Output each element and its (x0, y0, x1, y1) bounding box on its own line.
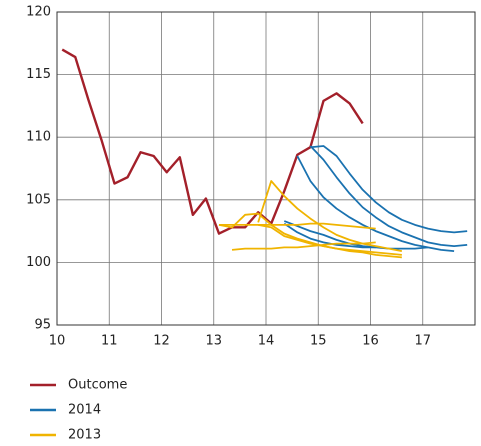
legend-label: Outcome (68, 378, 127, 393)
series-line (296, 155, 455, 253)
x-tick-label: 17 (414, 334, 431, 349)
x-tick-label: 11 (101, 334, 118, 349)
x-tick-label: 10 (49, 334, 66, 349)
legend-label: 2013 (68, 428, 101, 443)
x-tick-label: 14 (258, 334, 275, 349)
series-line (231, 241, 376, 251)
series-line (257, 180, 403, 253)
x-tick-label: 13 (205, 334, 222, 349)
series-line (310, 145, 468, 234)
series-line (257, 223, 402, 256)
x-tick-label: 12 (153, 334, 170, 349)
y-tick-label: 95 (34, 318, 51, 333)
y-tick-label: 120 (26, 5, 51, 20)
x-tick-label: 16 (362, 334, 379, 349)
x-tick-label: 15 (310, 334, 327, 349)
series-line (309, 145, 468, 248)
y-tick-label: 100 (26, 255, 51, 270)
series-line (218, 212, 402, 259)
plot-frame (56, 11, 476, 326)
y-tick-label: 110 (26, 130, 51, 145)
legend-label: 2014 (68, 403, 101, 418)
series-line (283, 220, 429, 250)
y-tick-label: 105 (26, 192, 51, 207)
series-line (218, 222, 376, 230)
y-tick-label: 115 (26, 67, 51, 82)
series-line (61, 48, 364, 235)
